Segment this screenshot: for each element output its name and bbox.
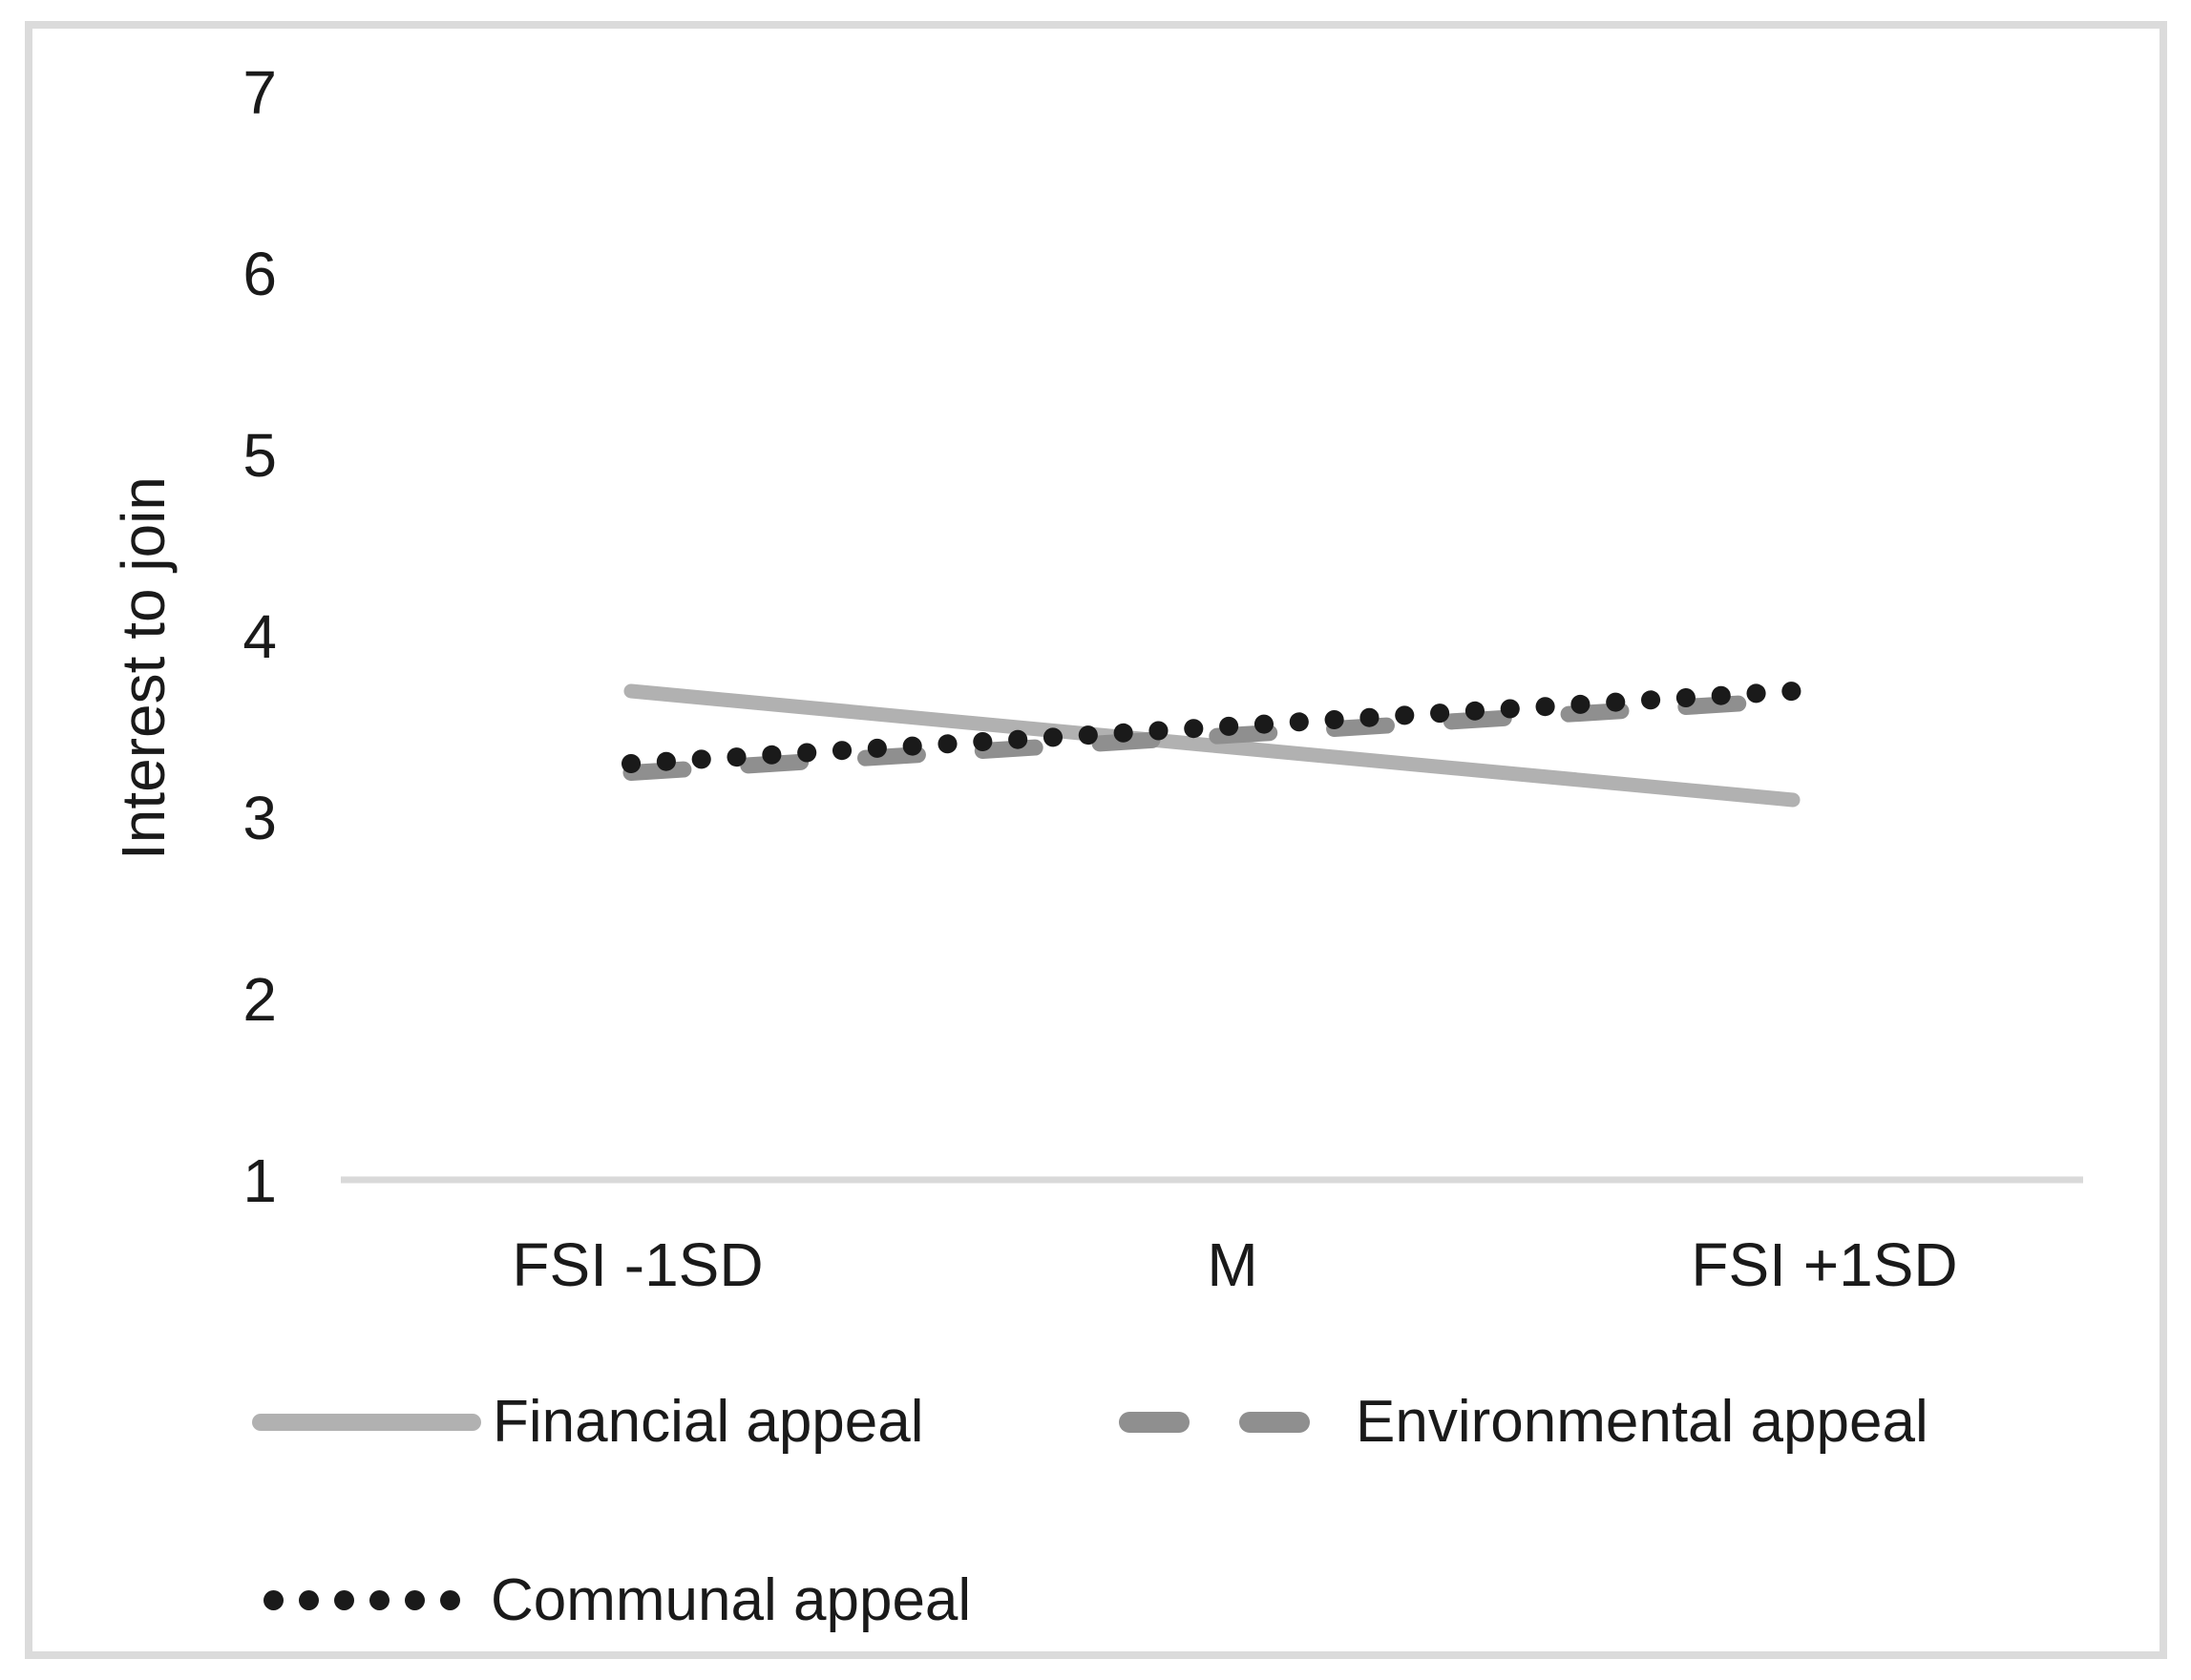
legend-label-financial: Financial appeal — [493, 1389, 924, 1455]
legend-communal-dot-swatch — [299, 1590, 319, 1610]
legend-environmental-dash-swatch — [1119, 1412, 1190, 1433]
y-axis-tick-label: 3 — [242, 784, 277, 852]
x-axis-label-fsi-plus-1sd: FSI +1SD — [1691, 1230, 1958, 1299]
series-line-financial-appeal — [623, 683, 1801, 808]
legend-communal-dot-swatch — [263, 1590, 284, 1610]
legend-communal-dot-swatch — [440, 1590, 460, 1610]
legend-financial-line-swatch — [252, 1414, 481, 1431]
legend-label-environmental: Environmental appeal — [1356, 1389, 1928, 1455]
legend-communal-dot-swatch — [369, 1590, 390, 1610]
legend-label-communal: Communal appeal — [491, 1567, 972, 1633]
y-axis-tick-label: 6 — [242, 240, 277, 308]
x-axis-label-fsi-minus-1sd: FSI -1SD — [512, 1230, 764, 1299]
legend-environmental-dash-swatch — [1239, 1412, 1310, 1433]
x-axis-label-m: M — [1207, 1230, 1258, 1299]
y-axis-tick-label: 1 — [242, 1146, 277, 1215]
legend-communal-dot-swatch — [334, 1590, 354, 1610]
y-axis-tick-label: 7 — [242, 58, 277, 127]
y-axis-tick-label: 5 — [242, 421, 277, 490]
y-axis-tick-label: 2 — [242, 965, 277, 1034]
chart-frame — [25, 21, 2167, 1659]
y-axis-tick-label: 4 — [242, 602, 277, 671]
legend-communal-dot-swatch — [405, 1590, 425, 1610]
series-line-environmental-appeal — [622, 692, 1801, 781]
